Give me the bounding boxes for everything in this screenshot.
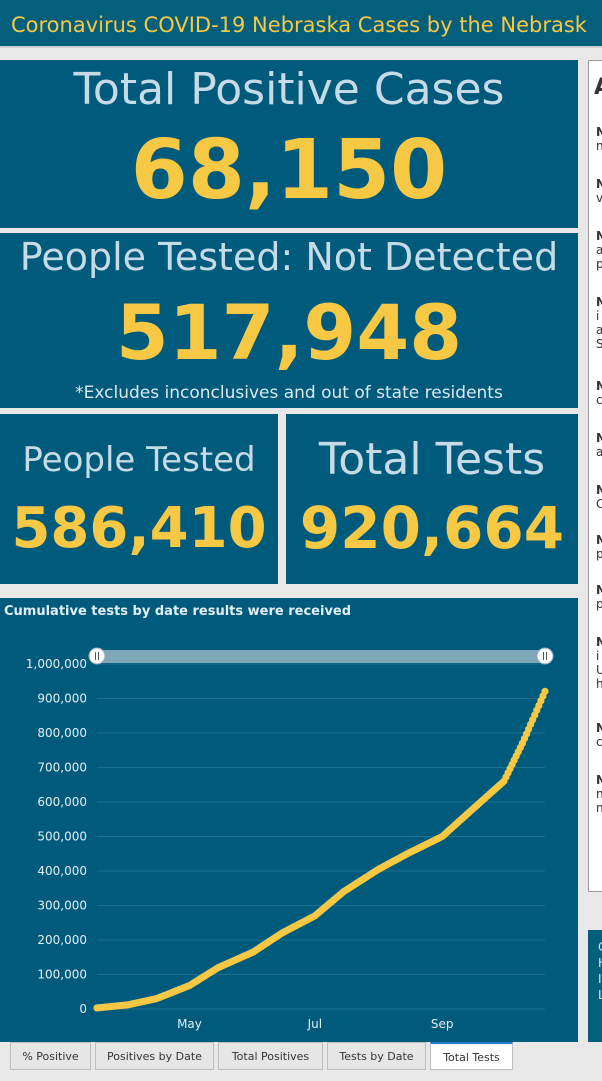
y-tick-label: 700,000 — [37, 761, 87, 775]
side-list-item: Nc — [596, 721, 602, 749]
chart-title: Cumulative tests by date results were re… — [4, 604, 352, 619]
total-positive-label: Total Positive Cases — [73, 64, 505, 115]
people-tested-panel: People Tested 586,410 — [0, 414, 278, 584]
tab-total-positives[interactable]: Total Positives — [218, 1042, 323, 1070]
not-detected-label: People Tested: Not Detected — [19, 235, 559, 279]
tab-positives-by-date[interactable]: Positives by Date — [95, 1042, 214, 1070]
tab-tests-by-date[interactable]: Tests by Date — [327, 1042, 426, 1070]
not-detected-value: 517,948 — [115, 288, 463, 377]
y-tick-label: 500,000 — [37, 830, 87, 844]
tab-total-tests[interactable]: Total Tests — [430, 1042, 513, 1070]
side-list-item: Na — [596, 431, 602, 459]
total-tests-panel: Total Tests 920,664 — [286, 414, 578, 584]
side-list-item: Nc — [596, 379, 602, 407]
side-list-item: Nv — [596, 177, 602, 205]
side-list-item: Np — [596, 583, 602, 611]
y-tick-label: 200,000 — [37, 933, 87, 947]
info-side-panel[interactable]: A Nn Nv Nap NiaS Nc Na NC Np Np NiUh Nc … — [588, 60, 602, 892]
cumulative-tests-chart-panel: Cumulative tests by date results were re… — [0, 598, 578, 1042]
tab-bar: % Positive Positives by Date Total Posit… — [0, 1042, 602, 1081]
x-tick-label: Jul — [307, 1017, 322, 1031]
total-positive-value: 68,150 — [130, 123, 448, 218]
range-slider-right-handle — [536, 647, 554, 665]
total-tests-label: Total Tests — [318, 434, 546, 485]
side-info-box: C H I L — [588, 930, 602, 1042]
x-tick-label: May — [177, 1017, 202, 1031]
side-list-item: NiUh — [596, 635, 602, 691]
range-slider-left-handle — [88, 647, 106, 665]
y-tick-label: 100,000 — [37, 968, 87, 982]
app-title-bar: Coronavirus COVID-19 Nebraska Cases by t… — [0, 0, 602, 48]
total-tests-value: 920,664 — [299, 494, 565, 562]
total-positive-panel: Total Positive Cases 68,150 — [0, 60, 578, 228]
not-detected-panel: People Tested: Not Detected 517,948 *Exc… — [0, 233, 578, 408]
range-slider-track — [97, 650, 545, 663]
side-list-item: Nn — [596, 125, 602, 153]
y-tick-label: 900,000 — [37, 692, 87, 706]
y-tick-label: 400,000 — [37, 864, 87, 878]
tab-percent-positive[interactable]: % Positive — [10, 1042, 91, 1070]
y-tick-label: 600,000 — [37, 795, 87, 809]
people-tested-label: People Tested — [22, 440, 256, 480]
side-list-item: Np — [596, 533, 602, 561]
y-tick-label: 0 — [79, 1002, 87, 1016]
y-tick-label: 800,000 — [37, 726, 87, 740]
y-tick-label: 1,000,000 — [26, 657, 87, 671]
app-title: Coronavirus COVID-19 Nebraska Cases by t… — [11, 13, 587, 37]
x-tick-label: Sep — [431, 1017, 454, 1031]
side-list-item: Nap — [596, 229, 602, 271]
side-list-item: Nnn — [596, 773, 602, 815]
y-tick-label: 300,000 — [37, 899, 87, 913]
not-detected-footnote: *Excludes inconclusives and out of state… — [75, 383, 503, 403]
side-panel-heading: A — [594, 75, 602, 100]
side-list-item: NiaS — [596, 295, 602, 351]
cumulative-tests-chart[interactable]: 1,000,000 900,000 800,000 700,000 600,000 500… — [0, 598, 578, 1042]
side-list-item: NC — [596, 483, 602, 511]
people-tested-value: 586,410 — [11, 496, 267, 561]
data-point — [541, 687, 549, 695]
